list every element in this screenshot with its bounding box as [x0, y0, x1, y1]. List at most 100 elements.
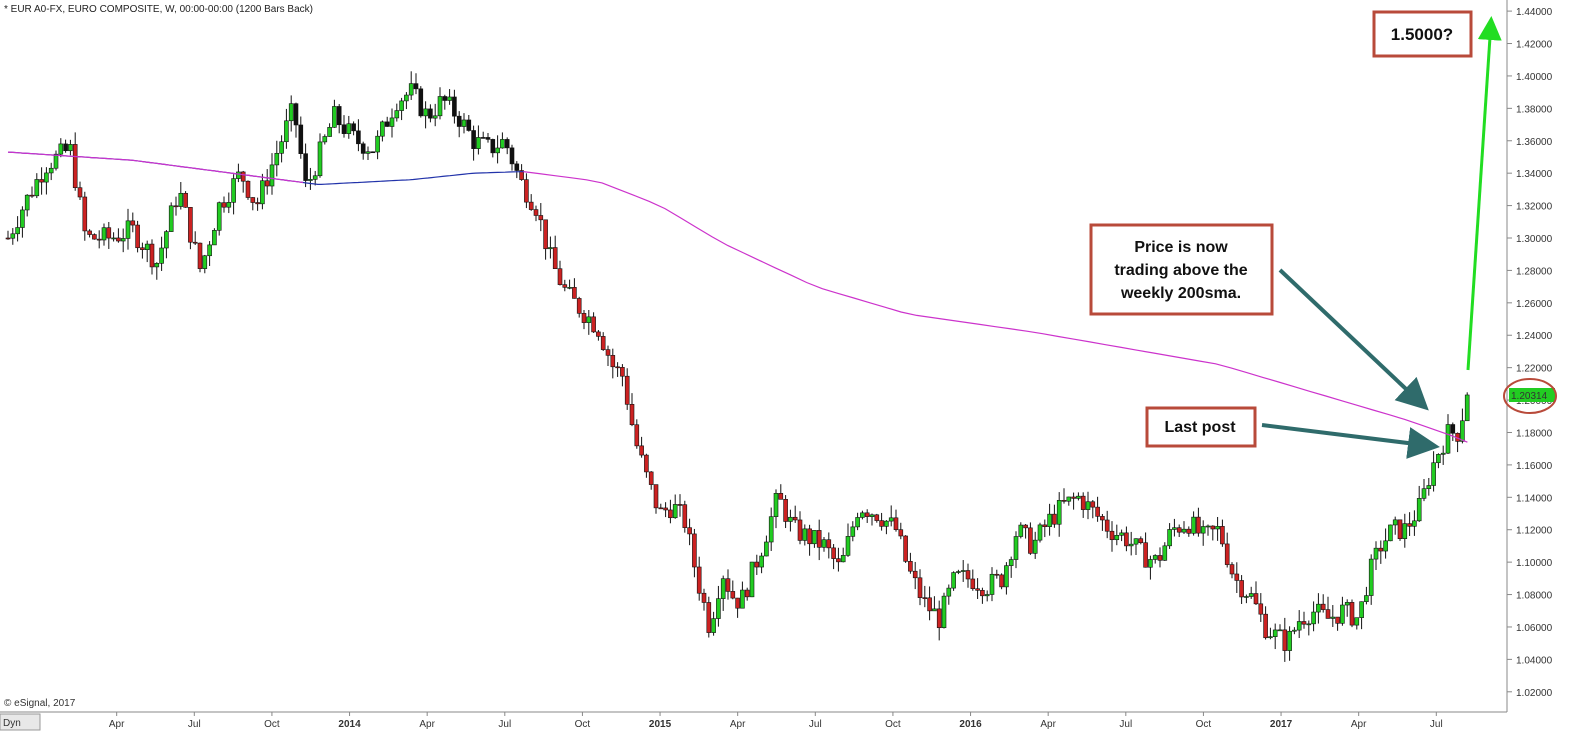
- candle-body: [941, 595, 947, 629]
- candle-body: [1052, 513, 1057, 525]
- candle-body: [1330, 616, 1336, 619]
- candle-body: [812, 530, 817, 545]
- candle-body: [360, 143, 366, 154]
- candle-body: [1143, 542, 1148, 568]
- candle-body: [250, 197, 256, 203]
- candle-body: [912, 570, 918, 579]
- candle-body: [212, 230, 217, 246]
- candle-body: [1176, 527, 1182, 533]
- candle-body: [1296, 621, 1302, 631]
- candle-body: [1167, 529, 1172, 547]
- candle-body: [1157, 555, 1163, 561]
- candle-body: [336, 106, 342, 126]
- candle-body: [1344, 602, 1350, 606]
- price-note-line-1: Price is now: [1134, 239, 1228, 256]
- candle-body: [845, 536, 851, 556]
- candle-body: [178, 192, 184, 207]
- candle-body: [1133, 538, 1139, 545]
- candle-body: [600, 336, 606, 350]
- candle-body: [879, 520, 884, 527]
- candle-body: [984, 594, 990, 597]
- candle-body: [1095, 506, 1100, 517]
- candle-body: [1426, 485, 1432, 489]
- x-tick-label: Oct: [264, 719, 280, 730]
- candle-body: [1359, 601, 1364, 618]
- candle-body: [524, 179, 529, 203]
- candle-body: [260, 180, 265, 205]
- candle-body: [322, 136, 328, 143]
- candle-body: [471, 130, 476, 149]
- candle-body: [1450, 424, 1456, 434]
- candle-body: [1402, 523, 1408, 539]
- candle-body: [1181, 528, 1187, 533]
- y-tick-label: 1.06000: [1516, 623, 1553, 634]
- candle-body: [869, 514, 875, 517]
- candle-body: [1196, 516, 1201, 534]
- candle-body: [1047, 513, 1052, 527]
- candle-body: [365, 151, 371, 154]
- candle-body: [1224, 543, 1230, 565]
- candle-body: [706, 602, 712, 633]
- y-tick-label: 1.34000: [1516, 169, 1553, 180]
- candle-body: [864, 512, 870, 517]
- candle-body: [5, 237, 11, 240]
- candle-body: [1004, 565, 1009, 588]
- candle-body: [1445, 424, 1451, 454]
- y-tick-label: 1.14000: [1516, 493, 1553, 504]
- candle-body: [298, 124, 304, 154]
- candle-body: [1388, 524, 1393, 542]
- dyn-button[interactable]: [0, 713, 41, 731]
- candle-body: [1128, 543, 1134, 547]
- candle-body: [538, 215, 544, 221]
- candle-body: [1292, 629, 1297, 632]
- candle-body: [1244, 596, 1249, 598]
- y-tick-label: 1.36000: [1516, 137, 1553, 148]
- x-tick-label: 2017: [1270, 719, 1293, 730]
- candle-body: [802, 528, 808, 541]
- candle-body: [663, 507, 668, 511]
- candle-body: [288, 103, 294, 122]
- candle-body: [1320, 603, 1326, 610]
- candle-body: [317, 141, 323, 177]
- candle-body: [447, 96, 452, 101]
- candle-body: [1090, 501, 1096, 508]
- candle-body: [836, 558, 841, 563]
- candle-body: [332, 106, 337, 128]
- x-tick-label: 2015: [649, 719, 672, 730]
- candle-body: [68, 144, 73, 152]
- candle-body: [884, 520, 889, 527]
- candle-body: [346, 123, 352, 134]
- candle-body: [140, 247, 145, 250]
- candle-body: [1431, 462, 1436, 486]
- candle-body: [946, 587, 952, 597]
- candle-body: [749, 561, 755, 598]
- candle-body: [1258, 603, 1264, 615]
- candle-body: [1100, 516, 1105, 521]
- candle-body: [34, 179, 40, 197]
- candle-body: [394, 110, 400, 119]
- candle-body: [850, 526, 856, 537]
- candle-body: [149, 243, 155, 268]
- y-tick-label: 1.32000: [1516, 202, 1553, 213]
- sma-line-below: [302, 171, 524, 185]
- candle-body: [1200, 526, 1206, 534]
- candle-body: [442, 96, 448, 101]
- target-arrow: [1466, 16, 1502, 371]
- candle-body: [965, 570, 971, 580]
- candle-body: [999, 574, 1004, 588]
- candle-body: [269, 164, 275, 187]
- candle-body: [116, 237, 121, 242]
- y-tick-label: 1.18000: [1516, 428, 1553, 439]
- candle-body: [1407, 523, 1412, 527]
- candle-body: [221, 202, 227, 208]
- candle-body: [1421, 488, 1427, 499]
- candle-body: [1306, 623, 1312, 626]
- candle-body: [1440, 452, 1446, 455]
- candle-body: [216, 202, 222, 231]
- candle-body: [980, 590, 985, 597]
- candle-body: [1397, 519, 1403, 539]
- x-tick-label: Apr: [419, 719, 435, 730]
- candle-body: [1287, 630, 1292, 651]
- y-tick-label: 1.28000: [1516, 266, 1553, 277]
- candle-body: [1277, 629, 1283, 632]
